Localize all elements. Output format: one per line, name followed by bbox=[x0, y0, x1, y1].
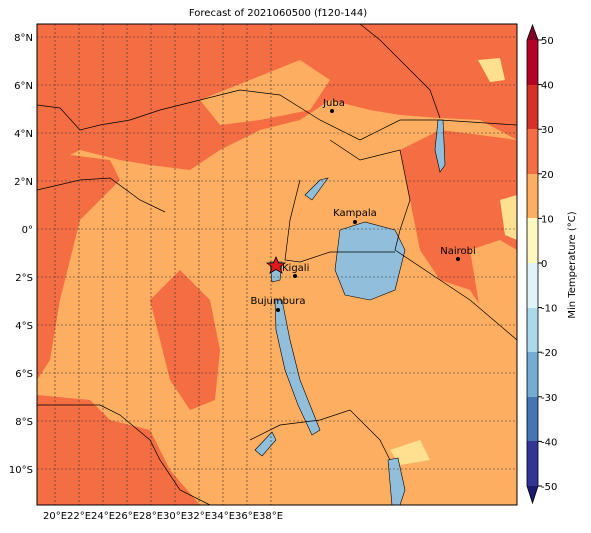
border bbox=[37, 404, 211, 505]
colorbar: 50 40 30 20 10 0 -10 -20 -30 -40 -50 Min Temperatu… bbox=[526, 23, 578, 505]
map-frame bbox=[36, 23, 518, 506]
colorbar-label: Min Temperature (°C) bbox=[567, 211, 578, 318]
field-10-20 bbox=[500, 195, 517, 240]
colorbar-tick-label: -50 bbox=[541, 482, 557, 493]
lon-label: 34°E bbox=[211, 511, 235, 522]
map-title: Forecast of 2021060500 (f120-144) bbox=[189, 8, 367, 19]
colorbar-tick-label: 40 bbox=[541, 81, 554, 92]
location-star bbox=[265, 255, 287, 274]
city-label: Nairobi bbox=[440, 246, 476, 257]
colorbar-tick-label: 0 bbox=[541, 259, 547, 270]
lon-label: 24°E bbox=[91, 511, 115, 522]
lat-label: 8°N bbox=[14, 33, 33, 44]
lon-label: 26°E bbox=[115, 511, 139, 522]
colorbar-tick-label: -40 bbox=[541, 437, 557, 448]
city-marker bbox=[276, 308, 280, 312]
border bbox=[249, 409, 391, 461]
city-marker bbox=[330, 109, 334, 113]
colorbar-tick-label: -30 bbox=[541, 393, 557, 404]
border bbox=[329, 139, 517, 341]
lat-label: 4°N bbox=[14, 129, 33, 140]
city-marker bbox=[353, 220, 357, 224]
lake-albert bbox=[304, 177, 329, 201]
lon-label: 36°E bbox=[235, 511, 259, 522]
lat-label: 2°S bbox=[15, 273, 33, 284]
city-label: Kampala bbox=[333, 208, 377, 219]
colorbar-tick-label: 20 bbox=[541, 170, 554, 181]
city-label: Kigali bbox=[282, 263, 309, 274]
colorbar-tick-label: 10 bbox=[541, 214, 554, 225]
city-marker bbox=[293, 274, 297, 278]
lon-label: 20°E bbox=[43, 511, 67, 522]
border bbox=[37, 89, 517, 141]
border bbox=[37, 177, 166, 213]
lake-victoria bbox=[334, 221, 406, 301]
lon-label: 30°E bbox=[163, 511, 187, 522]
colorbar-tick-label: -10 bbox=[541, 304, 557, 315]
field-30-40 bbox=[37, 155, 120, 380]
lat-label: 8°S bbox=[15, 417, 33, 428]
field-20-30 bbox=[420, 240, 517, 505]
lake-tanganyika bbox=[274, 299, 321, 436]
map-area: Juba Kampala Kigali Bujumbura Nairobi bbox=[37, 24, 517, 505]
colorbar-tick-label: -20 bbox=[541, 348, 557, 359]
field-20-30 bbox=[200, 60, 330, 125]
lat-label: 6°S bbox=[15, 369, 33, 380]
city-marker bbox=[456, 257, 460, 261]
lat-label: 2°N bbox=[14, 177, 33, 188]
lake-malawi bbox=[387, 457, 406, 505]
city-label: Bujumbura bbox=[251, 296, 306, 307]
colorbar-tick-label: 50 bbox=[541, 36, 554, 47]
city-label: Juba bbox=[322, 98, 345, 109]
lat-label: 6°N bbox=[14, 81, 33, 92]
lat-label: 4°S bbox=[15, 321, 33, 332]
lat-label: 0° bbox=[22, 225, 33, 236]
lon-label: 32°E bbox=[187, 511, 211, 522]
lat-label: 10°S bbox=[9, 465, 33, 476]
lon-label: 28°E bbox=[139, 511, 163, 522]
field-30-40 bbox=[37, 395, 200, 505]
lon-label: 38°E bbox=[259, 511, 283, 522]
colorbar-tick-label: 30 bbox=[541, 125, 554, 136]
lon-label: 22°E bbox=[67, 511, 91, 522]
border bbox=[284, 179, 395, 263]
field-10-20 bbox=[390, 440, 430, 465]
field-10-20 bbox=[478, 58, 505, 82]
field-30-40 bbox=[150, 270, 220, 410]
border bbox=[359, 24, 441, 119]
